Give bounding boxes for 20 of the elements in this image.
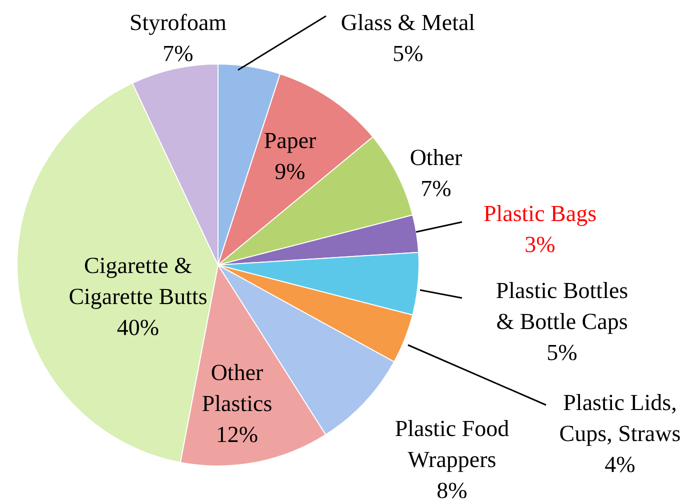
data-label: 7% — [162, 41, 194, 66]
slice-label: Plastic Bottles & Bottle Caps — [496, 278, 628, 334]
data-label: 8% — [436, 478, 468, 503]
slice-label: Styrofoam — [129, 10, 227, 35]
slice-label: Plastic Lids, Cups, Straws — [559, 390, 681, 446]
slice-label: Paper — [264, 128, 317, 153]
data-label: 40% — [116, 315, 160, 340]
data-label: 3% — [524, 232, 556, 257]
slice-label: Other Plastics — [202, 360, 272, 416]
data-label: 9% — [274, 159, 306, 184]
data-label: 12% — [216, 422, 258, 447]
slice-label: Glass & Metal — [340, 10, 476, 35]
slice-label: Plastic Bags — [483, 201, 597, 226]
data-label: 4% — [604, 452, 636, 477]
data-label: 5% — [392, 41, 424, 66]
slice-label: Plastic Food Wrappers — [394, 416, 510, 472]
slice-label: Cigarette & Cigarette Butts — [68, 253, 208, 309]
data-label: 7% — [420, 176, 452, 201]
slice-label: Other — [410, 145, 463, 170]
data-label: 5% — [546, 340, 578, 365]
